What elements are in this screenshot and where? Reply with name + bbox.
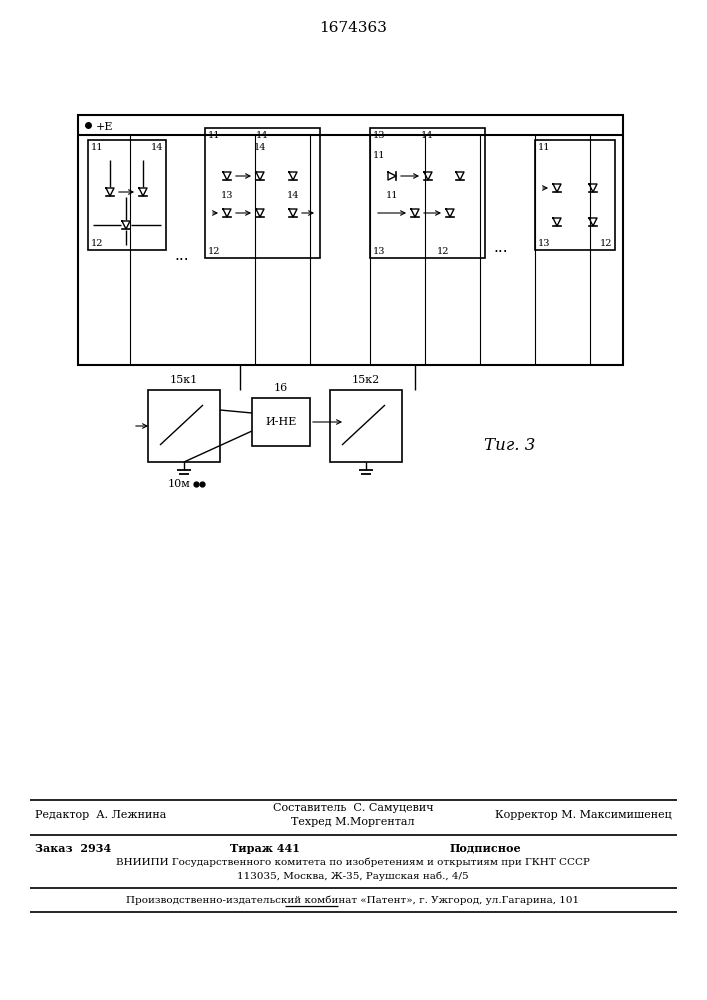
Bar bbox=[78, 115, 623, 365]
Bar bbox=[330, 390, 402, 462]
Text: И-НЕ: И-НЕ bbox=[265, 417, 297, 427]
Bar bbox=[252, 398, 310, 446]
Text: 12: 12 bbox=[600, 239, 612, 248]
Bar bbox=[148, 390, 220, 462]
Text: 12: 12 bbox=[91, 239, 103, 248]
Text: 14: 14 bbox=[151, 143, 163, 152]
Text: Редактор  А. Лежнина: Редактор А. Лежнина bbox=[35, 810, 166, 820]
Text: 14: 14 bbox=[421, 131, 433, 140]
Text: +E: +E bbox=[96, 122, 114, 132]
Bar bbox=[370, 128, 485, 258]
Text: Заказ  2934: Заказ 2934 bbox=[35, 842, 111, 854]
Text: 13: 13 bbox=[221, 192, 233, 200]
Text: Корректор М. Максимишенец: Корректор М. Максимишенец bbox=[495, 810, 672, 820]
Bar bbox=[88, 140, 166, 250]
Text: 13: 13 bbox=[373, 131, 385, 140]
Text: 12: 12 bbox=[208, 247, 221, 256]
Text: 11: 11 bbox=[208, 131, 221, 140]
Text: Подписное: Подписное bbox=[450, 842, 522, 854]
Text: 14: 14 bbox=[287, 192, 299, 200]
Text: ВНИИПИ Государственного комитета по изобретениям и открытиям при ГКНТ СССР: ВНИИПИ Государственного комитета по изоб… bbox=[116, 857, 590, 867]
Text: 14: 14 bbox=[256, 131, 268, 140]
Text: 11: 11 bbox=[386, 192, 398, 200]
Text: Техред М.Моргентал: Техред М.Моргентал bbox=[291, 817, 415, 827]
Text: 1674363: 1674363 bbox=[319, 21, 387, 35]
Bar bbox=[205, 128, 320, 258]
Text: 11: 11 bbox=[91, 143, 103, 152]
Text: 13: 13 bbox=[373, 247, 385, 256]
Text: 12: 12 bbox=[437, 247, 450, 256]
Text: 15к2: 15к2 bbox=[352, 375, 380, 385]
Text: Производственно-издательский комбинат «Патент», г. Ужгород, ул.Гагарина, 101: Производственно-издательский комбинат «П… bbox=[127, 895, 580, 905]
Text: 13: 13 bbox=[538, 239, 551, 248]
Text: ...: ... bbox=[174, 247, 189, 262]
Text: 11: 11 bbox=[538, 143, 551, 152]
Text: Τиг. 3: Τиг. 3 bbox=[484, 436, 536, 454]
Bar bbox=[535, 140, 615, 250]
Text: ...: ... bbox=[493, 240, 508, 255]
Text: 10м: 10м bbox=[168, 479, 190, 489]
Text: 16: 16 bbox=[274, 383, 288, 393]
Text: 11: 11 bbox=[373, 151, 385, 160]
Text: 113035, Москва, Ж-35, Раушская наб., 4/5: 113035, Москва, Ж-35, Раушская наб., 4/5 bbox=[237, 871, 469, 881]
Text: Составитель  С. Самуцевич: Составитель С. Самуцевич bbox=[273, 803, 433, 813]
Text: 15к1: 15к1 bbox=[170, 375, 198, 385]
Text: Тираж 441: Тираж 441 bbox=[230, 842, 300, 854]
Text: 14: 14 bbox=[254, 143, 267, 152]
